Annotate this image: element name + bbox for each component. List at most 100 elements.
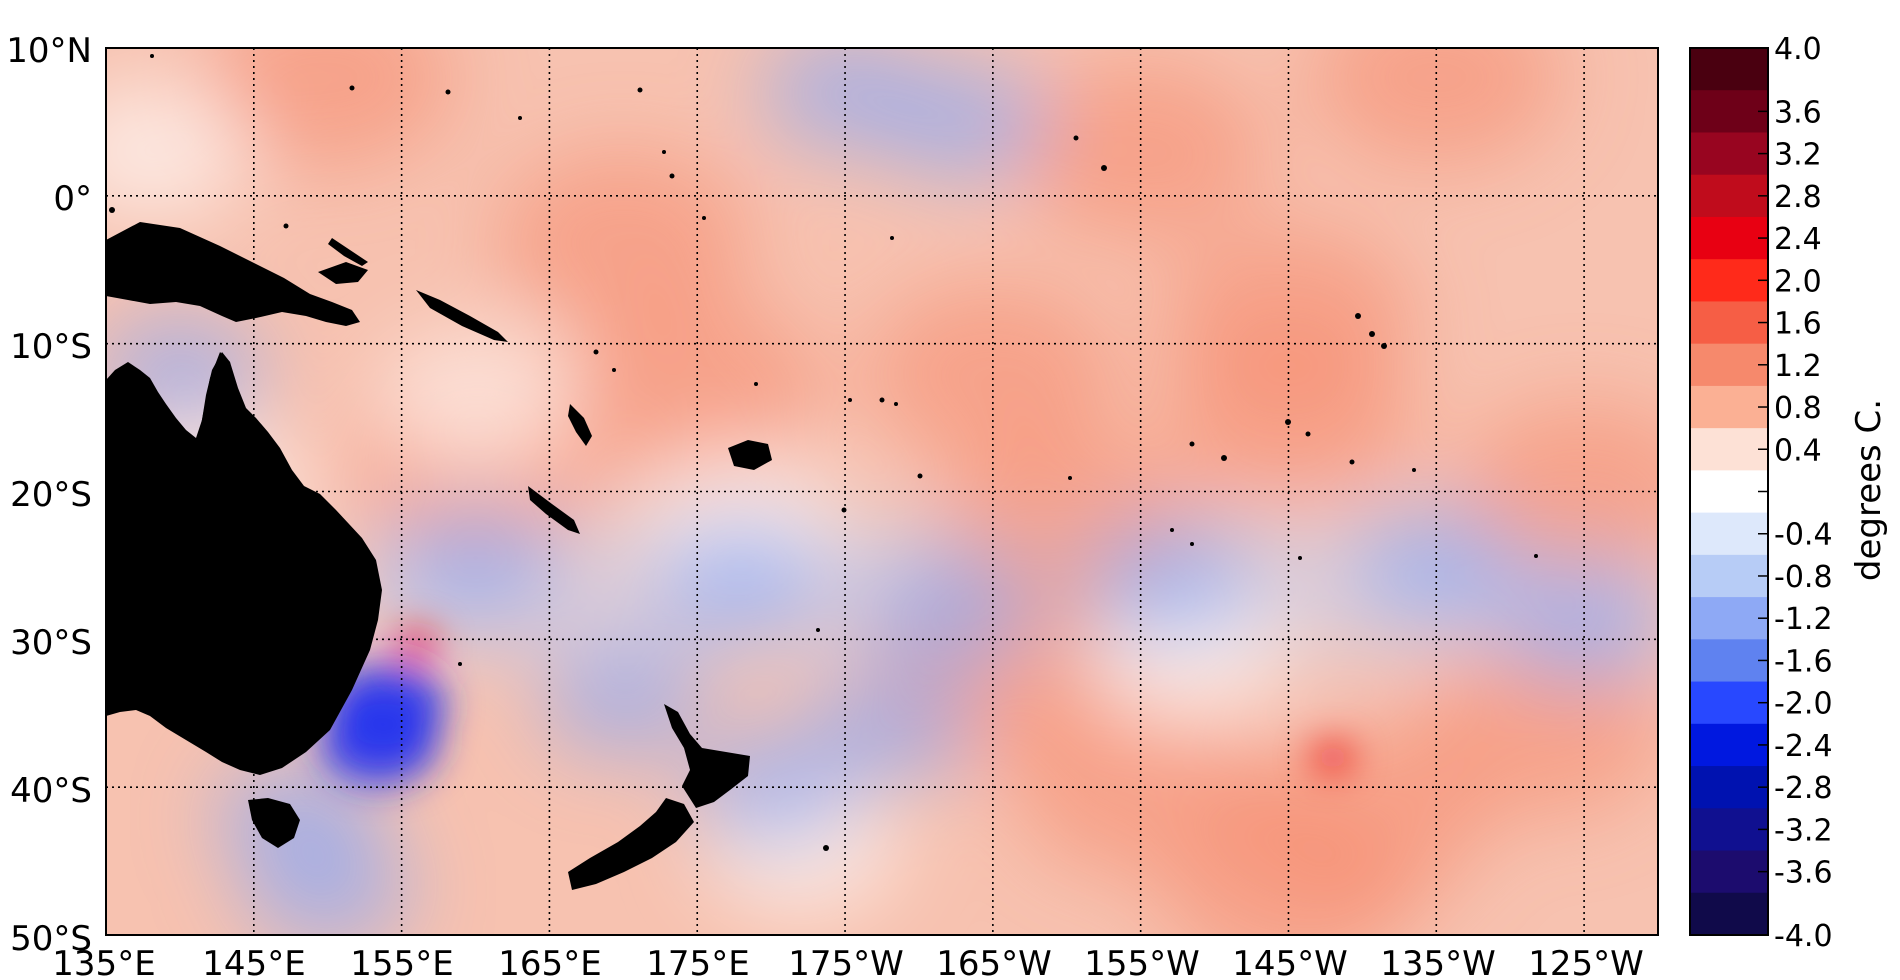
colorbar-tick-label: 2.0 bbox=[1774, 264, 1822, 299]
vanuatu-islands bbox=[568, 404, 592, 446]
new-britain-land bbox=[318, 262, 368, 284]
lat-label-50s: 50°S bbox=[10, 919, 92, 959]
lon-label-145e: 145°E bbox=[202, 944, 305, 980]
colorbar-tick-label: -0.8 bbox=[1774, 560, 1833, 595]
lon-label-125w: 125°W bbox=[1528, 944, 1644, 980]
lon-label-135w: 135°W bbox=[1380, 944, 1496, 980]
colorbar-tick-label: -2.8 bbox=[1774, 771, 1833, 806]
solomon-islands bbox=[416, 290, 508, 342]
colorbar-tick-label: -3.2 bbox=[1774, 813, 1833, 848]
anomaly-white-region bbox=[106, 81, 249, 222]
colorbar-band bbox=[1690, 259, 1768, 302]
lon-label-155w: 155°W bbox=[1084, 944, 1200, 980]
lon-label-155e: 155°E bbox=[350, 944, 453, 980]
colorbar-tick-label: -1.2 bbox=[1774, 602, 1833, 637]
colorbar-band bbox=[1690, 385, 1768, 429]
lon-label-175e: 175°E bbox=[646, 944, 749, 980]
land-masses bbox=[106, 54, 1538, 890]
anomaly-field-detail bbox=[320, 627, 1356, 785]
anomaly-cool-region bbox=[539, 638, 708, 759]
colorbar-band bbox=[1690, 90, 1768, 133]
anomaly-warm-region bbox=[201, 48, 454, 168]
longitude-labels: 135°E 145°E 155°E 165°E 175°E 175°W 165°… bbox=[52, 944, 1643, 980]
colorbar-tick-label: 1.2 bbox=[1774, 349, 1822, 384]
colorbar-band bbox=[1690, 470, 1768, 514]
colorbar-band bbox=[1690, 48, 1768, 91]
anomaly-cool-region bbox=[391, 505, 560, 626]
lat-label-10n: 10°N bbox=[6, 31, 92, 71]
new-guinea-land bbox=[106, 222, 360, 326]
colorbar-band bbox=[1690, 639, 1768, 683]
anomaly-cool-region bbox=[1086, 520, 1255, 641]
colorbar-tick-label: 0.8 bbox=[1774, 391, 1822, 426]
colorbar-band bbox=[1690, 892, 1768, 936]
anomaly-cool-region bbox=[805, 668, 974, 789]
colorbar-tick-label: -2.0 bbox=[1774, 687, 1833, 722]
map-plot-area bbox=[106, 48, 1658, 935]
colorbar-tick-label: 4.0 bbox=[1774, 32, 1822, 67]
new-ireland-land bbox=[328, 238, 368, 266]
graticule-grid bbox=[106, 48, 1658, 935]
anomaly-strong-cool-region bbox=[320, 700, 439, 785]
colorbar-band bbox=[1690, 850, 1768, 894]
lon-label-135e: 135°E bbox=[52, 944, 155, 980]
anomaly-warm-region bbox=[1310, 48, 1563, 168]
anomaly-hot-region bbox=[394, 627, 439, 660]
anomaly-hot-region bbox=[1310, 741, 1356, 774]
colorbar-tick-label: 1.6 bbox=[1774, 307, 1822, 342]
colorbar-band bbox=[1690, 681, 1768, 725]
anomaly-cool-region bbox=[864, 549, 1033, 670]
anomaly-cool-region bbox=[657, 520, 826, 641]
anomaly-white-region bbox=[377, 332, 574, 473]
colorbar-band bbox=[1690, 808, 1768, 852]
colorbar-label: degrees C. bbox=[1849, 399, 1889, 581]
tasmania-land bbox=[248, 798, 300, 848]
anomaly-cool-region bbox=[879, 61, 1048, 182]
lat-label-0: 0° bbox=[53, 179, 92, 219]
lon-label-175w: 175°W bbox=[788, 944, 904, 980]
colorbar-band bbox=[1690, 343, 1768, 387]
colorbar-tick-label: 0.4 bbox=[1774, 433, 1822, 468]
lat-label-30s: 30°S bbox=[10, 623, 92, 663]
colorbar-band bbox=[1690, 428, 1768, 471]
new-zealand-south-island bbox=[568, 798, 694, 890]
colorbar-tick-label: -2.4 bbox=[1774, 729, 1833, 764]
colorbar-band bbox=[1690, 132, 1768, 176]
anomaly-cool-region bbox=[243, 830, 412, 935]
small-islands bbox=[109, 54, 1538, 851]
colorbar-band bbox=[1690, 512, 1768, 556]
colorbar-band bbox=[1690, 554, 1768, 598]
lat-label-10s: 10°S bbox=[10, 327, 92, 367]
colorbar-tick-label: -0.4 bbox=[1774, 518, 1833, 553]
colorbar-tick-label: 2.8 bbox=[1774, 180, 1822, 215]
anomaly-cool-region bbox=[1500, 564, 1658, 685]
cape-york bbox=[200, 352, 234, 440]
colorbar-band bbox=[1690, 766, 1768, 809]
colorbar-tick-label: -3.6 bbox=[1774, 856, 1833, 891]
colorbar-band bbox=[1690, 723, 1768, 767]
anomaly-warm-region bbox=[1162, 800, 1415, 935]
new-zealand-north-island bbox=[664, 704, 750, 808]
lat-label-20s: 20°S bbox=[10, 475, 92, 515]
colorbar-tick-label: -4.0 bbox=[1774, 919, 1833, 954]
colorbar-band bbox=[1690, 216, 1768, 260]
lon-label-165w: 165°W bbox=[936, 944, 1052, 980]
new-caledonia-land bbox=[528, 486, 580, 534]
fiji-islands bbox=[728, 440, 772, 470]
lon-label-165e: 165°E bbox=[498, 944, 601, 980]
colorbar-tick-label: 3.2 bbox=[1774, 138, 1822, 173]
australia-land bbox=[106, 352, 382, 775]
latitude-labels: 10°N 0° 10°S 20°S 30°S 40°S 50°S bbox=[6, 31, 92, 959]
colorbar-band bbox=[1690, 597, 1768, 640]
map-frame bbox=[105, 47, 1659, 936]
anomaly-warm-region bbox=[497, 150, 750, 331]
colorbar: 4.0 3.6 3.2 2.8 2.4 2.0 1.6 1.2 0.8 0.4 -0.4 -0.8 -1… bbox=[1689, 32, 1889, 954]
colorbar-bands bbox=[1690, 48, 1768, 936]
colorbar-tick-label: -1.6 bbox=[1774, 644, 1833, 679]
colorbar-tick-label: 2.4 bbox=[1774, 222, 1822, 257]
lat-label-40s: 40°S bbox=[10, 771, 92, 811]
colorbar-band bbox=[1690, 301, 1768, 345]
colorbar-tick-label: 3.6 bbox=[1774, 95, 1822, 130]
lon-label-145w: 145°W bbox=[1232, 944, 1348, 980]
